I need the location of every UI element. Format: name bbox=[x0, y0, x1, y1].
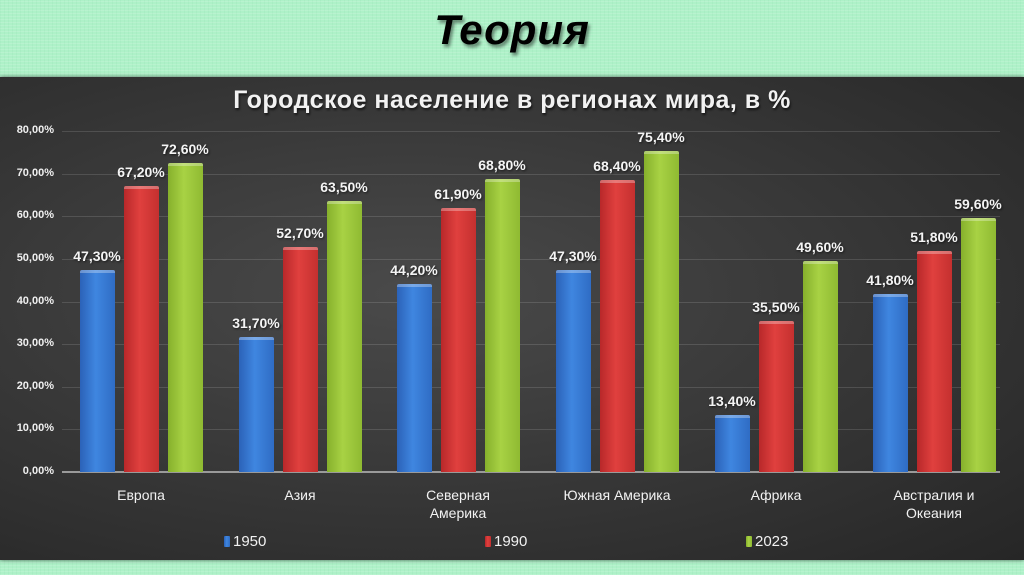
data-label: 75,40% bbox=[637, 129, 685, 145]
x-category-label: Азия bbox=[284, 487, 316, 503]
y-tick-label: 50,00% bbox=[16, 252, 54, 264]
y-tick-label: 10,00% bbox=[16, 422, 54, 434]
data-label: 47,30% bbox=[549, 248, 597, 264]
x-category-label: Южная Америка bbox=[563, 487, 671, 503]
gridline bbox=[62, 429, 1000, 430]
legend-swatch-green bbox=[746, 536, 752, 547]
legend-item-1990: 1990 bbox=[485, 533, 527, 550]
bar-1950 bbox=[397, 284, 432, 472]
y-tick-label: 0,00% bbox=[22, 465, 54, 477]
bar-1990 bbox=[441, 208, 476, 472]
y-tick-label: 80,00% bbox=[16, 124, 54, 136]
legend-item-2023: 2023 bbox=[746, 533, 788, 550]
data-label: 13,40% bbox=[708, 393, 756, 409]
data-label: 59,60% bbox=[954, 196, 1002, 212]
data-label: 51,80% bbox=[910, 229, 958, 245]
y-tick-label: 30,00% bbox=[16, 337, 54, 349]
gridline bbox=[62, 216, 1000, 217]
y-tick-label: 60,00% bbox=[16, 209, 54, 221]
data-label: 61,90% bbox=[434, 186, 482, 202]
bar-1990 bbox=[917, 251, 952, 472]
legend-item-1950: 1950 bbox=[224, 533, 266, 550]
data-label: 49,60% bbox=[796, 239, 844, 255]
bar-1950 bbox=[715, 415, 750, 472]
data-label: 41,80% bbox=[866, 272, 914, 288]
data-label: 67,20% bbox=[117, 164, 165, 180]
y-tick-label: 20,00% bbox=[16, 380, 54, 392]
data-label: 68,40% bbox=[593, 158, 641, 174]
legend-label: 1950 bbox=[233, 533, 267, 550]
gridline bbox=[62, 259, 1000, 260]
data-label: 68,80% bbox=[478, 157, 526, 173]
legend-label: 1990 bbox=[494, 533, 528, 550]
x-axis-line bbox=[62, 471, 1000, 473]
x-category-label: Северная Америка bbox=[426, 487, 490, 521]
gridline bbox=[62, 387, 1000, 388]
y-tick-label: 40,00% bbox=[16, 295, 54, 307]
gridline bbox=[62, 302, 1000, 303]
chart-title: Городское население в регионах мира, в % bbox=[233, 86, 791, 114]
x-category-label: Австралия и Океания bbox=[893, 487, 975, 521]
bar-2023 bbox=[803, 261, 838, 472]
bar-2023 bbox=[961, 218, 996, 472]
data-label: 31,70% bbox=[232, 315, 280, 331]
bar-2023 bbox=[485, 179, 520, 472]
x-category-label: Европа bbox=[117, 487, 165, 503]
bar-1990 bbox=[600, 180, 635, 472]
bar-1990 bbox=[124, 186, 159, 472]
legend-swatch-blue bbox=[224, 536, 230, 547]
slide-title: Теория bbox=[434, 6, 590, 53]
legend-swatch-red bbox=[485, 536, 491, 547]
x-category-label: Африка bbox=[750, 487, 802, 503]
bar-1950 bbox=[239, 337, 274, 472]
gridline bbox=[62, 344, 1000, 345]
gridline bbox=[62, 131, 1000, 132]
data-label: 63,50% bbox=[320, 179, 368, 195]
gridline bbox=[62, 174, 1000, 175]
y-tick-label: 70,00% bbox=[16, 167, 54, 179]
data-label: 44,20% bbox=[390, 262, 438, 278]
data-label: 47,30% bbox=[73, 248, 121, 264]
bar-1990 bbox=[759, 321, 794, 472]
bar-2023 bbox=[168, 163, 203, 472]
bar-2023 bbox=[327, 201, 362, 472]
bar-1990 bbox=[283, 247, 318, 472]
data-label: 52,70% bbox=[276, 225, 324, 241]
bar-1950 bbox=[873, 294, 908, 472]
bar-2023 bbox=[644, 151, 679, 472]
legend-label: 2023 bbox=[755, 533, 789, 550]
data-label: 35,50% bbox=[752, 299, 800, 315]
data-label: 72,60% bbox=[161, 141, 209, 157]
bar-1950 bbox=[556, 270, 591, 472]
bar-1950 bbox=[80, 270, 115, 472]
